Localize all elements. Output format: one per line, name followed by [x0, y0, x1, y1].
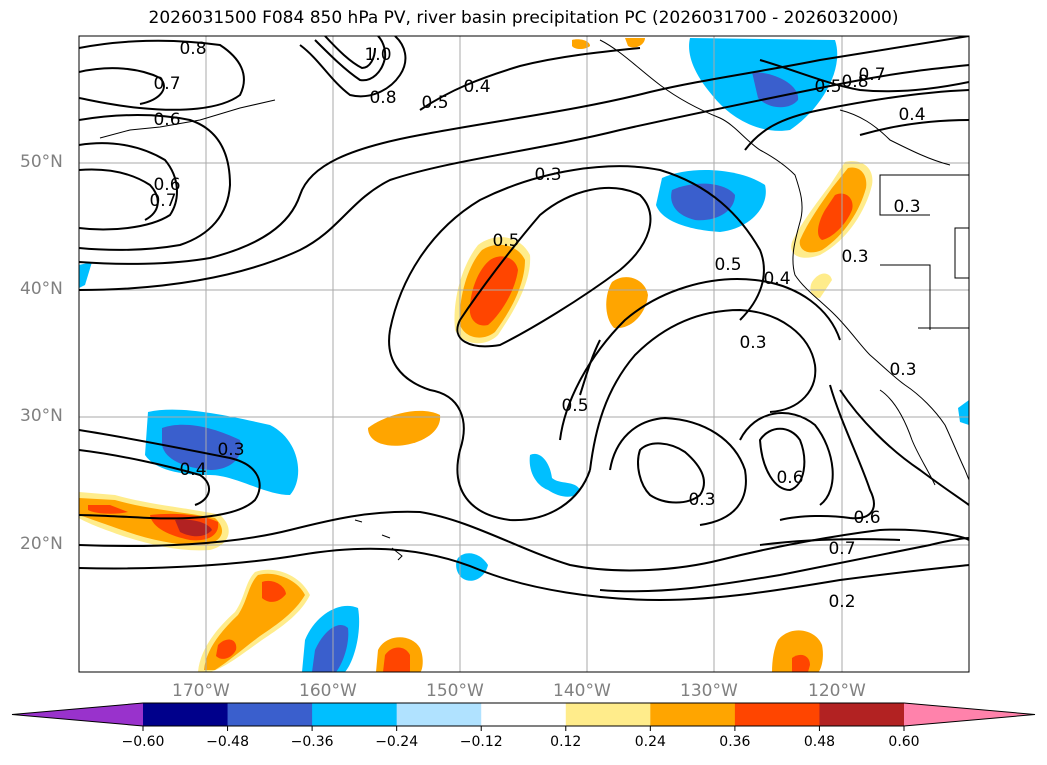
contour-label: 0.4	[179, 460, 206, 480]
colorbar-segment	[565, 703, 651, 726]
colorbar-segment	[481, 703, 567, 726]
colorbar-segment	[819, 703, 905, 726]
contour-label: 0.2	[828, 592, 855, 612]
contour-label: 0.6	[153, 175, 180, 195]
contour-label: 0.4	[898, 105, 925, 125]
colorbar-tick-label: −0.60	[121, 734, 165, 750]
lat-label-20n: 20°N	[20, 534, 63, 554]
colorbar-tick-label: −0.48	[206, 734, 249, 750]
contour-label: 0.3	[893, 197, 920, 217]
colorbar-segment	[734, 703, 820, 726]
contour-label: 0.5	[714, 255, 741, 275]
lon-label-130w: 130°W	[680, 681, 738, 701]
contour-label: 0.7	[828, 539, 855, 559]
map-background	[79, 36, 969, 672]
contour-label: 0.5	[492, 231, 519, 251]
lon-label-160w: 160°W	[299, 681, 357, 701]
precip-shading	[79, 38, 969, 672]
contour-label: 0.3	[889, 360, 916, 380]
colorbar-segment	[143, 703, 229, 726]
map-plot: 0.8 0.7 0.6 0.6 0.7 1.0 0.8 0.5 0.4 0.3 …	[78, 35, 970, 673]
contour-label: 0.4	[463, 77, 490, 97]
contour-label: 0.7	[858, 65, 885, 85]
lat-label-30n: 30°N	[20, 406, 63, 426]
colorbar-tick-label: −0.36	[290, 734, 334, 750]
contour-label: 0.5	[421, 93, 448, 113]
contour-label: 0.5	[561, 396, 588, 416]
lon-label-120w: 120°W	[808, 681, 866, 701]
colorbar-tick-label: 0.48	[803, 734, 836, 750]
colorbar-tick-label: 0.12	[550, 734, 582, 750]
contour-label: 0.6	[776, 468, 803, 488]
lon-label-170w: 170°W	[172, 681, 230, 701]
colorbar-tick-label: 0.24	[634, 734, 666, 750]
colorbar-outline	[11, 702, 1036, 727]
lat-label-40n: 40°N	[20, 279, 63, 299]
contour-label: 0.3	[534, 165, 561, 185]
contour-label: 0.8	[179, 39, 206, 59]
map-frame	[78, 35, 970, 673]
lon-label-150w: 150°W	[426, 681, 484, 701]
contour-label: 0.3	[841, 247, 868, 267]
lat-label-50n: 50°N	[20, 152, 63, 172]
colorbar-extend-max	[904, 703, 1035, 726]
colorbar-tick-label: 0.60	[888, 734, 920, 750]
contour-label: 0.6	[853, 508, 880, 528]
lon-label-140w: 140°W	[553, 681, 611, 701]
contour-label: 0.7	[153, 74, 180, 94]
contour-label: 0.7	[149, 191, 176, 211]
colorbar-segment	[312, 703, 398, 726]
contour-label: 0.3	[217, 440, 244, 460]
colorbar-tick-label: −0.24	[375, 734, 419, 750]
contour-label: 0.3	[739, 333, 766, 353]
contour-label: 0.6	[153, 110, 180, 130]
contour-label: 0.3	[688, 490, 715, 510]
colorbar-segments	[11, 702, 1036, 731]
colorbar-segment	[227, 703, 313, 726]
contour-labels: 0.8 0.7 0.6 0.6 0.7 1.0 0.8 0.5 0.4 0.3 …	[149, 39, 925, 612]
colorbar-extend-min	[12, 703, 143, 726]
contour-label: 0.8	[841, 72, 868, 92]
graticule	[79, 36, 969, 672]
contour-label: 0.8	[369, 88, 396, 108]
map-title: 2026031500 F084 850 hPa PV, river basin …	[148, 8, 899, 28]
contour-label: 0.5	[814, 77, 841, 97]
contour-label: 1.0	[364, 45, 391, 65]
contour-label: 0.4	[763, 269, 790, 289]
pv-contours	[79, 36, 969, 602]
colorbar-tick-label: −0.12	[459, 734, 503, 750]
colorbar-tick-label: 0.36	[719, 734, 751, 750]
colorbar-segment	[650, 703, 736, 726]
colorbar-segment	[396, 703, 482, 726]
